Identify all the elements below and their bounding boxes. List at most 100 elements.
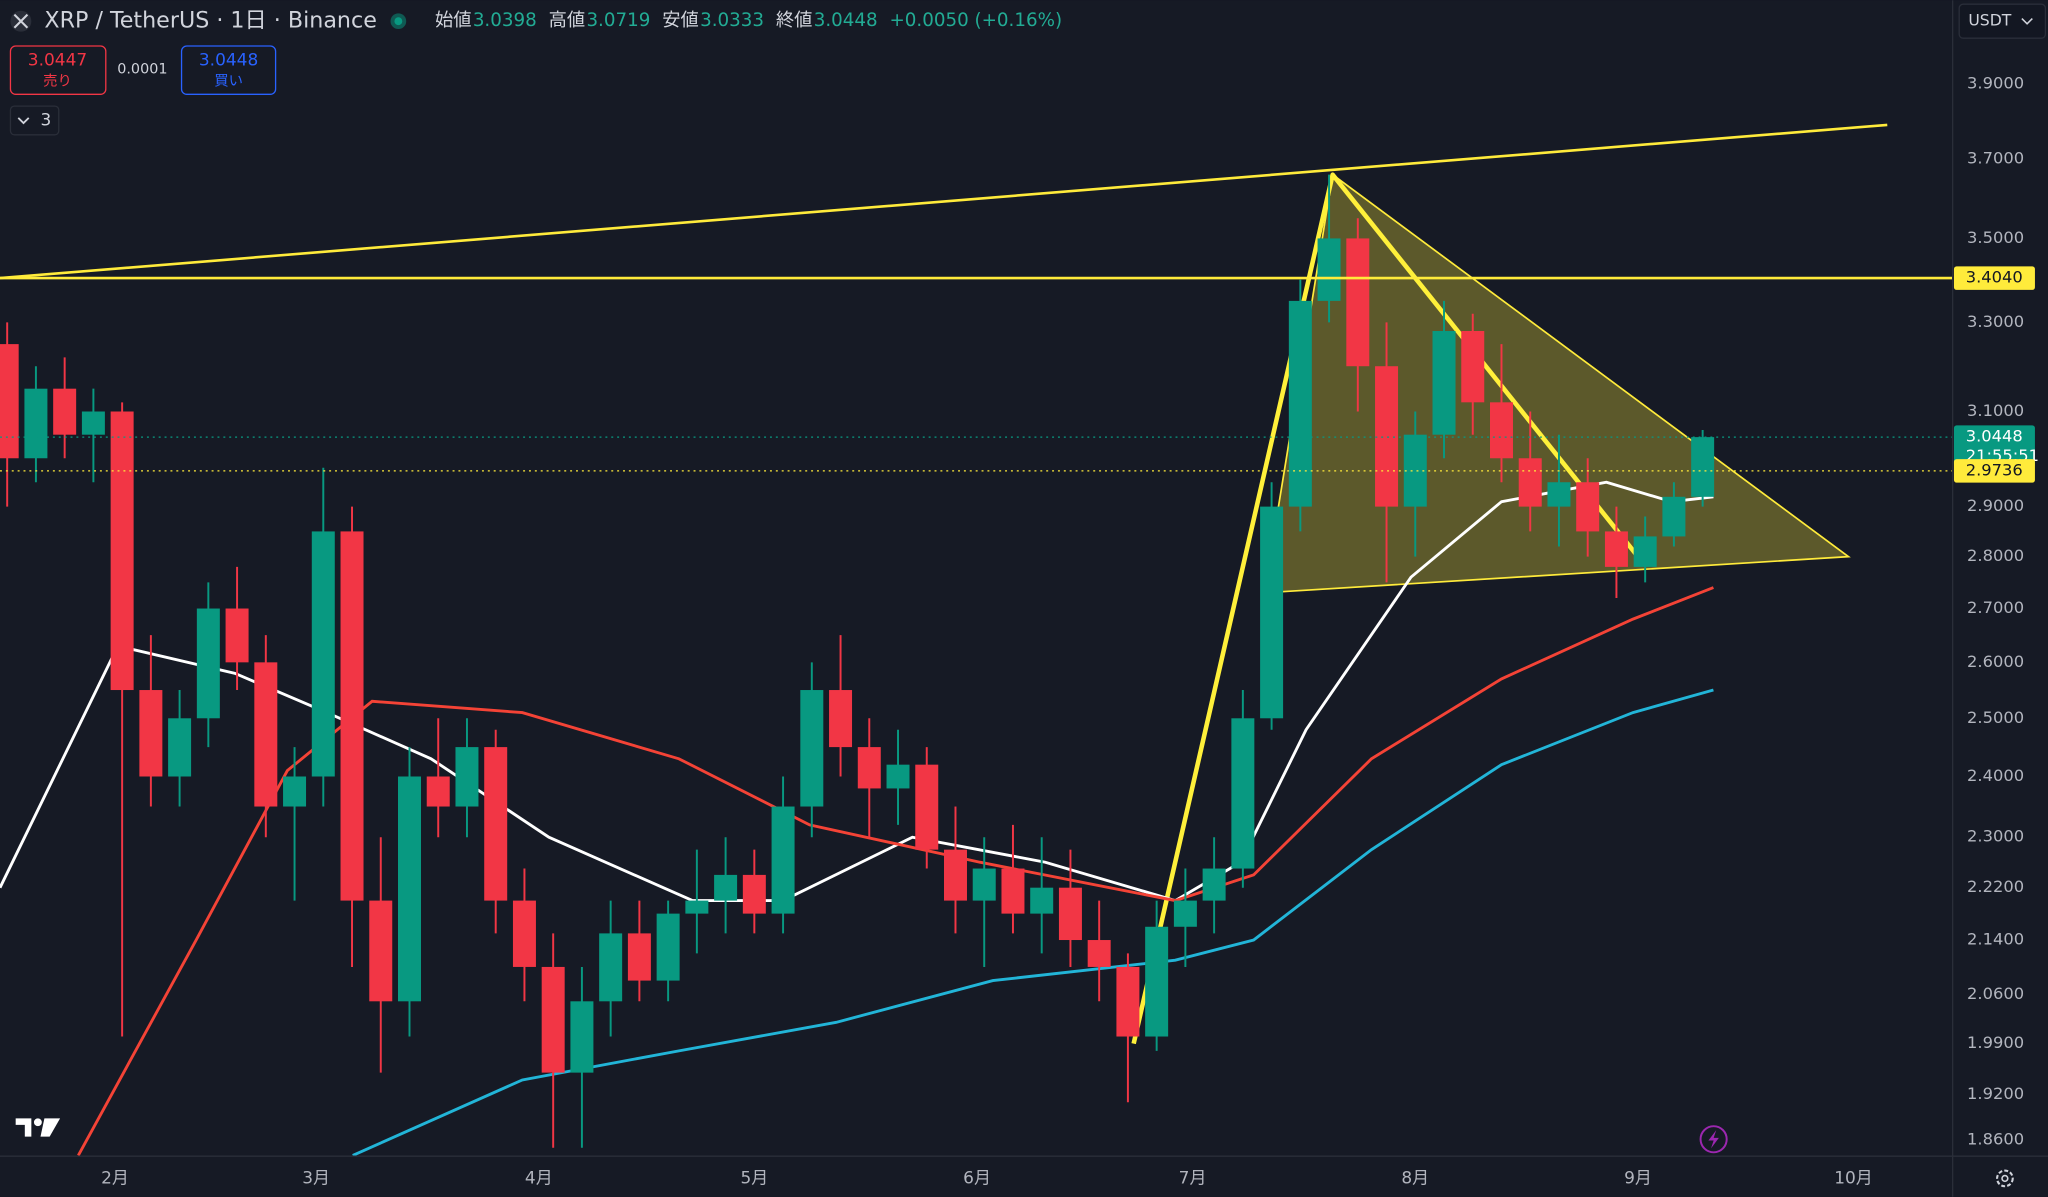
buy-label[interactable]: 買い <box>214 73 243 89</box>
y-tick-label: 3.1000 <box>1967 401 2024 420</box>
open-label: 始値 <box>435 10 472 31</box>
candle-body <box>1662 496 1686 537</box>
candle-body <box>857 747 881 789</box>
candle-body <box>168 718 192 777</box>
close-value: 3.0448 <box>814 10 878 31</box>
y-tick-label: 3.7000 <box>1967 149 2024 168</box>
y-tick-label: 2.2200 <box>1967 877 2024 896</box>
price-label: 3.4040 <box>1966 268 2023 287</box>
candle-body <box>1375 366 1399 507</box>
candle-body <box>139 690 163 777</box>
y-tick-label: 3.9000 <box>1967 74 2024 93</box>
buy-button[interactable]: 3.0448 買い <box>180 45 277 95</box>
y-tick-label: 2.7000 <box>1967 598 2024 617</box>
candle-body <box>1633 536 1657 567</box>
gear-core[interactable] <box>2001 1174 2009 1183</box>
candle-body <box>1489 402 1513 459</box>
candle-body <box>943 849 967 901</box>
candle-body <box>398 776 421 1002</box>
indicator-count[interactable]: 3 <box>40 110 51 130</box>
price-label: 2.9736 <box>1966 460 2023 479</box>
low-value: 3.0333 <box>700 10 764 31</box>
x-tick-label: 2月 <box>101 1168 129 1188</box>
sell-label[interactable]: 売り <box>43 72 72 89</box>
trend-line <box>0 123 1888 280</box>
candle-body <box>1576 482 1600 532</box>
status-dot-core <box>394 17 403 26</box>
candle-body <box>484 747 508 901</box>
price-label-box <box>1953 425 2035 468</box>
candle-body <box>512 900 536 967</box>
candle-body <box>110 411 134 691</box>
lightning-circle[interactable] <box>1699 1125 1728 1154</box>
candle-body <box>196 608 220 719</box>
settings-button[interactable] <box>1996 1169 2014 1188</box>
candle-body <box>1346 238 1370 367</box>
candle-body <box>426 776 450 807</box>
candle-body <box>1001 868 1025 914</box>
candle-body <box>1461 331 1485 403</box>
y-tick-label: 2.6000 <box>1967 652 2024 671</box>
candle-body <box>886 764 910 789</box>
x-tick-label: 7月 <box>1179 1168 1207 1188</box>
indicator-box[interactable] <box>9 105 60 136</box>
currency-box[interactable] <box>1958 3 2047 39</box>
change-value: +0.0050 (+0.16%) <box>889 10 1062 31</box>
candle-body <box>972 868 996 901</box>
gear[interactable] <box>1996 1169 2014 1188</box>
logo-part <box>15 1118 32 1137</box>
candle-body <box>1432 331 1456 435</box>
candle-body <box>1260 506 1284 719</box>
candle-body <box>283 776 307 807</box>
candle-body <box>340 531 364 901</box>
candle-body <box>24 388 48 459</box>
sell-price[interactable]: 3.0447 <box>28 50 87 70</box>
y-tick-label: 2.0600 <box>1967 984 2024 1003</box>
y-tick-label: 3.3000 <box>1967 312 2024 331</box>
trend-line <box>1131 172 1640 1045</box>
x-tick-label: 10月 <box>1834 1168 1873 1188</box>
x-tick-label: 9月 <box>1624 1168 1652 1188</box>
low-label: 安値 <box>662 10 699 31</box>
y-tick-label: 2.8000 <box>1967 546 2024 565</box>
lightning-button[interactable] <box>1699 1125 1728 1154</box>
candle-body <box>1403 434 1427 507</box>
logo-part <box>40 1118 61 1137</box>
candle-body <box>656 913 680 981</box>
candle-body <box>829 690 853 748</box>
buy-price[interactable]: 3.0448 <box>199 50 258 70</box>
x-tick-label: 4月 <box>525 1168 553 1188</box>
price-label-box <box>1953 459 2035 483</box>
indicator-toggle[interactable]: 3 <box>9 105 60 136</box>
candle-body <box>1030 887 1054 914</box>
buy-box[interactable] <box>180 45 277 95</box>
currency[interactable]: USDT <box>1968 11 2011 30</box>
y-tick-label: 1.8600 <box>1967 1130 2024 1149</box>
sell-box[interactable] <box>9 45 107 95</box>
high-label: 高値 <box>549 10 586 31</box>
candle-body <box>771 806 795 914</box>
candle-body <box>599 933 623 1002</box>
high-value: 3.0719 <box>586 10 650 31</box>
sell-button[interactable]: 3.0447 売り <box>9 45 107 95</box>
candle-body <box>0 344 19 459</box>
y-tick-label: 1.9200 <box>1967 1084 2024 1103</box>
x-tick-label: 6月 <box>963 1168 991 1188</box>
lightning-icon[interactable] <box>1708 1130 1719 1149</box>
candle-body <box>1288 300 1312 507</box>
currency-button[interactable]: USDT <box>1958 3 2047 39</box>
plot-area <box>0 123 1953 1157</box>
y-tick-label: 2.4000 <box>1967 766 2024 785</box>
candle-body <box>1231 718 1255 869</box>
candle-body <box>1691 437 1715 497</box>
chevron[interactable] <box>17 117 30 125</box>
candle-body <box>311 531 335 777</box>
candle-body <box>81 411 105 435</box>
chevron[interactable] <box>2021 18 2033 25</box>
open-value: 3.0398 <box>473 10 537 31</box>
candle-body <box>1518 458 1542 507</box>
candle-body <box>1173 900 1197 927</box>
